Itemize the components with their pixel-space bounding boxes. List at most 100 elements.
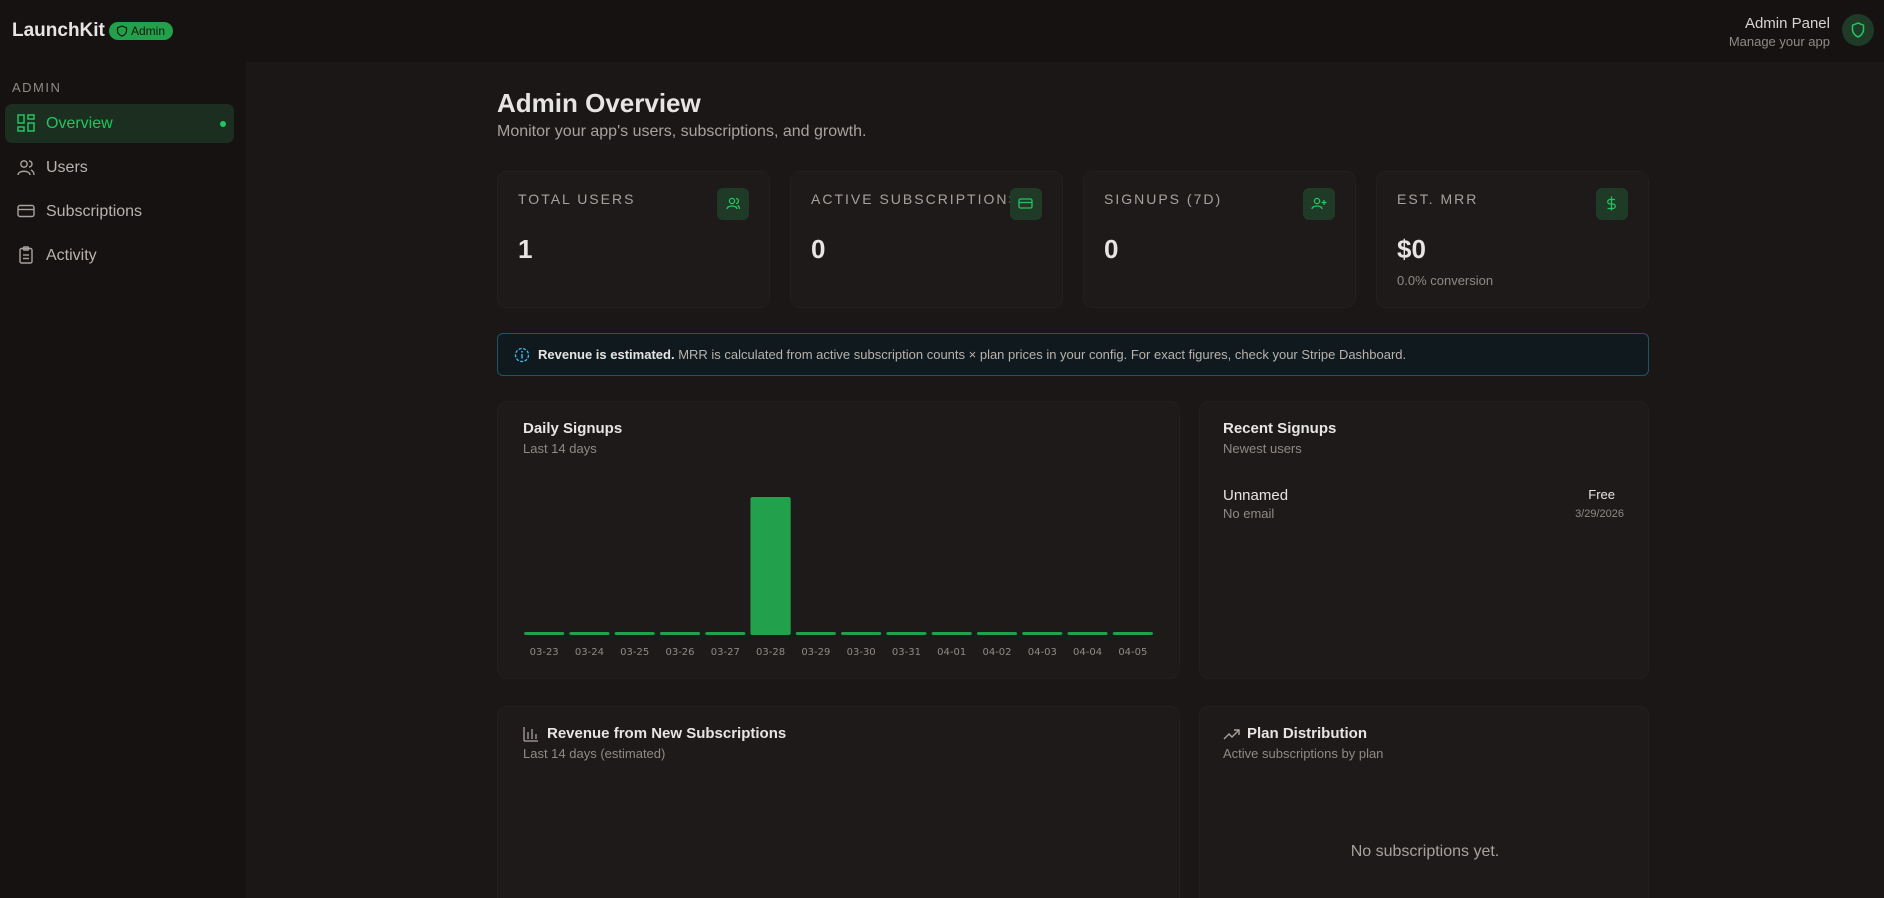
stat-card: TOTAL USERS 1 (497, 171, 770, 308)
nav-icon (17, 114, 35, 132)
x-tick-label: 04-05 (1118, 647, 1147, 658)
x-tick-label: 03-30 (847, 647, 876, 658)
stat-value: $0 (1397, 234, 1426, 264)
stat-label: ACTIVE SUBSCRIPTIONS (811, 191, 1020, 207)
stat-value: 1 (518, 234, 533, 264)
x-tick-label: 03-29 (801, 647, 830, 658)
stat-value: 0 (1104, 234, 1119, 264)
card-title: Recent Signups (1223, 420, 1337, 437)
stat-note: 0.0% conversion (1397, 273, 1494, 288)
icon (726, 197, 741, 210)
bar (1067, 632, 1108, 635)
nav-icon (19, 246, 33, 264)
x-tick-label: 03-28 (756, 647, 785, 658)
x-tick-label: 03-25 (620, 647, 649, 658)
stat-value: 0 (811, 234, 826, 264)
card-subtitle: Last 14 days (estimated) (523, 746, 666, 761)
page-subtitle: Monitor your app's users, subscriptions,… (497, 123, 867, 140)
stat-icon (1303, 188, 1335, 220)
x-tick-label: 03-24 (575, 647, 604, 658)
panel-icon[interactable] (1842, 14, 1874, 46)
bar (795, 632, 836, 635)
sidebar-section: ADMIN (12, 80, 62, 95)
stat-icon (1010, 188, 1042, 220)
user-name[interactable]: Unnamed (1223, 487, 1289, 504)
info-banner: Revenue is estimated. MRR is calculated … (497, 333, 1649, 376)
x-tick-label: 04-03 (1028, 647, 1057, 658)
bar (1022, 632, 1063, 635)
empty-message: No subscriptions yet. (1350, 843, 1500, 860)
banner-bold: Revenue is estimated. (538, 347, 675, 362)
shield-icon (116, 25, 128, 37)
nav-item[interactable]: Activity (5, 236, 234, 275)
user-email: No email (1223, 506, 1275, 521)
x-tick-label: 03-31 (892, 647, 921, 658)
nav-icon (17, 160, 35, 176)
bar (886, 632, 927, 635)
trend-icon (1223, 729, 1240, 740)
bar (659, 632, 701, 635)
panel-subtitle: Manage your app (1728, 34, 1830, 49)
card-subtitle: Newest users (1223, 441, 1302, 456)
banner-body: MRR is calculated from active subscripti… (678, 347, 1407, 362)
card-title: Plan Distribution (1247, 725, 1367, 742)
badge-text: Admin (131, 24, 166, 38)
nav-label: Users (46, 159, 88, 176)
x-tick-label: 04-02 (982, 647, 1011, 658)
user-date: 3/29/2026 (1575, 508, 1624, 520)
nav-item[interactable]: Users (5, 148, 234, 187)
stat-icon (1596, 188, 1628, 220)
bar (931, 632, 972, 635)
stat-label: SIGNUPS (7D) (1104, 191, 1223, 207)
icon (1018, 198, 1033, 209)
recent-signups-card: Recent Signups Newest users Unnamed No e… (1199, 401, 1649, 679)
bar (1112, 632, 1153, 635)
stat-card: EST. MRR $0 0.0% conversion (1376, 171, 1649, 308)
nav-item[interactable]: Subscriptions (5, 192, 234, 231)
bar-chart: 03-23 03-24 03-25 03-26 03-27 03-28 03-29 03-30… (524, 497, 1153, 658)
bar (705, 632, 746, 635)
stat-card: ACTIVE SUBSCRIPTIONS 0 (790, 171, 1063, 308)
bar (841, 632, 882, 635)
stat-icon (717, 188, 749, 220)
page-title: Admin Overview (497, 88, 701, 118)
info-icon (514, 347, 530, 363)
icon (1311, 197, 1327, 210)
sidebar (0, 62, 246, 898)
banner-text: Revenue is estimated. MRR is calculated … (538, 347, 1406, 362)
card-subtitle: Active subscriptions by plan (1223, 746, 1384, 761)
brand[interactable]: LaunchKit (12, 20, 105, 41)
plan-distribution-card: Plan Distribution Active subscriptions b… (1199, 706, 1649, 898)
active-dot (220, 121, 226, 127)
user-plan: Free (1588, 487, 1615, 502)
nav-label: Overview (46, 115, 113, 132)
revenue-card: Revenue from New Subscriptions Last 14 d… (497, 706, 1180, 898)
card-title: Daily Signups (523, 420, 623, 437)
stat-label: TOTAL USERS (518, 191, 636, 207)
bar-icon (523, 727, 538, 742)
nav-label: Activity (46, 247, 97, 264)
x-tick-label: 03-26 (665, 647, 694, 658)
x-tick-label: 04-01 (937, 647, 966, 658)
card-title: Revenue from New Subscriptions (547, 725, 787, 742)
bar (614, 632, 655, 635)
card-subtitle: Last 14 days (523, 441, 597, 456)
nav-icon (17, 204, 35, 218)
x-tick-label: 03-23 (530, 647, 559, 658)
x-tick-label: 04-04 (1073, 647, 1102, 658)
nav-item[interactable]: Overview (5, 104, 234, 143)
nav-label: Subscriptions (46, 203, 143, 220)
bar (569, 632, 610, 635)
icon (1607, 196, 1616, 211)
daily-signups-card: Daily Signups Last 14 days 03-23 03-24 03-… (497, 401, 1180, 679)
bar (524, 632, 565, 635)
header (0, 0, 1884, 62)
x-tick-label: 03-27 (711, 647, 740, 658)
bar (750, 497, 791, 635)
stat-card: SIGNUPS (7D) 0 (1083, 171, 1356, 308)
admin-badge: Admin (109, 22, 174, 40)
bar (976, 632, 1018, 635)
panel-title: Admin Panel (1744, 15, 1830, 32)
stat-label: EST. MRR (1397, 191, 1479, 207)
